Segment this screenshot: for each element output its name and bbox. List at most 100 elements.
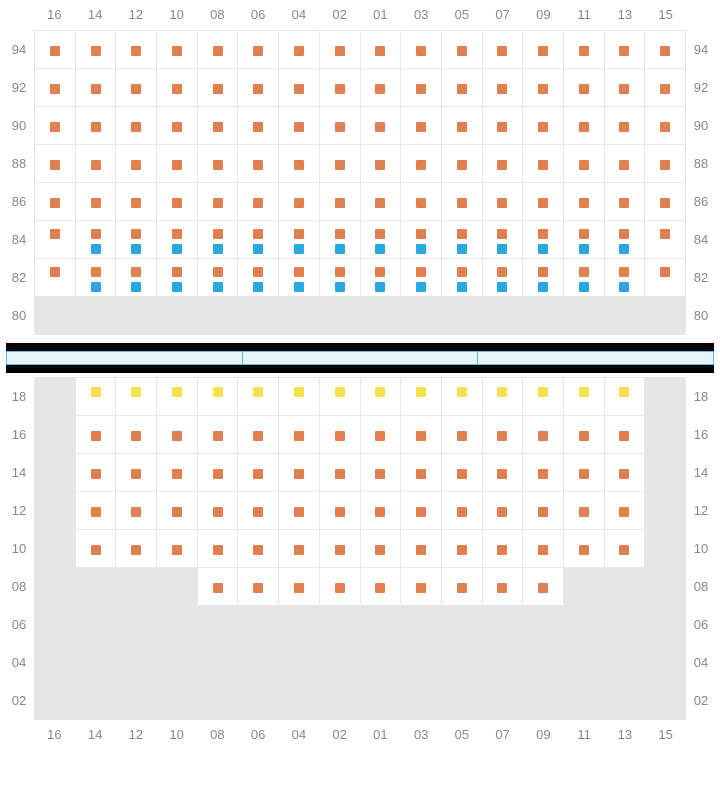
seat-marker[interactable] [213, 160, 223, 170]
seat-marker[interactable] [253, 198, 263, 208]
seat-marker[interactable] [579, 198, 589, 208]
seat-marker[interactable] [660, 122, 670, 132]
seat-marker[interactable] [497, 583, 507, 593]
seat-marker[interactable] [457, 229, 467, 239]
seat-marker[interactable] [213, 122, 223, 132]
seat-marker[interactable] [172, 84, 182, 94]
seat-marker[interactable] [335, 545, 345, 555]
seat-marker[interactable] [294, 229, 304, 239]
seat-marker[interactable] [457, 244, 467, 254]
seat-marker[interactable] [497, 387, 507, 397]
seat-marker[interactable] [213, 229, 223, 239]
seat-marker[interactable] [538, 244, 548, 254]
seat-marker[interactable] [91, 198, 101, 208]
seat-marker[interactable] [294, 387, 304, 397]
seat-marker[interactable] [497, 267, 507, 277]
seat-marker[interactable] [660, 229, 670, 239]
seat-marker[interactable] [131, 198, 141, 208]
seat-marker[interactable] [457, 160, 467, 170]
seat-marker[interactable] [213, 244, 223, 254]
seat-marker[interactable] [294, 431, 304, 441]
seat-marker[interactable] [579, 267, 589, 277]
seat-marker[interactable] [579, 160, 589, 170]
seat-marker[interactable] [579, 507, 589, 517]
seat-marker[interactable] [375, 431, 385, 441]
seat-marker[interactable] [335, 267, 345, 277]
seat-marker[interactable] [375, 282, 385, 292]
seat-marker[interactable] [538, 431, 548, 441]
seat-marker[interactable] [172, 122, 182, 132]
seat-marker[interactable] [335, 387, 345, 397]
seat-marker[interactable] [131, 469, 141, 479]
seat-marker[interactable] [213, 198, 223, 208]
seat-marker[interactable] [294, 583, 304, 593]
seat-marker[interactable] [416, 583, 426, 593]
seat-marker[interactable] [619, 282, 629, 292]
seat-marker[interactable] [375, 387, 385, 397]
seat-marker[interactable] [213, 387, 223, 397]
seat-marker[interactable] [172, 469, 182, 479]
seat-marker[interactable] [294, 244, 304, 254]
seat-marker[interactable] [213, 469, 223, 479]
seat-marker[interactable] [416, 507, 426, 517]
seat-marker[interactable] [91, 545, 101, 555]
seat-marker[interactable] [335, 229, 345, 239]
seat-marker[interactable] [375, 160, 385, 170]
seat-marker[interactable] [375, 267, 385, 277]
seat-marker[interactable] [579, 545, 589, 555]
seat-marker[interactable] [660, 46, 670, 56]
seat-marker[interactable] [660, 84, 670, 94]
seat-marker[interactable] [294, 469, 304, 479]
seat-marker[interactable] [253, 46, 263, 56]
seat-marker[interactable] [619, 267, 629, 277]
seat-marker[interactable] [172, 387, 182, 397]
seat-marker[interactable] [619, 507, 629, 517]
seat-marker[interactable] [416, 160, 426, 170]
seat-marker[interactable] [579, 431, 589, 441]
seat-marker[interactable] [375, 583, 385, 593]
seat-marker[interactable] [91, 122, 101, 132]
seat-marker[interactable] [416, 545, 426, 555]
seat-marker[interactable] [497, 469, 507, 479]
seat-marker[interactable] [335, 431, 345, 441]
seat-marker[interactable] [213, 282, 223, 292]
seat-marker[interactable] [457, 469, 467, 479]
seat-marker[interactable] [619, 387, 629, 397]
seat-marker[interactable] [172, 198, 182, 208]
seat-marker[interactable] [497, 545, 507, 555]
seat-marker[interactable] [416, 431, 426, 441]
seat-marker[interactable] [619, 244, 629, 254]
seat-marker[interactable] [538, 583, 548, 593]
seat-marker[interactable] [375, 46, 385, 56]
seat-marker[interactable] [457, 387, 467, 397]
seat-marker[interactable] [416, 84, 426, 94]
seat-marker[interactable] [172, 229, 182, 239]
seat-marker[interactable] [497, 431, 507, 441]
seat-marker[interactable] [579, 122, 589, 132]
seat-marker[interactable] [131, 545, 141, 555]
seat-marker[interactable] [375, 244, 385, 254]
seat-marker[interactable] [50, 198, 60, 208]
seat-marker[interactable] [335, 469, 345, 479]
seat-marker[interactable] [619, 122, 629, 132]
seat-marker[interactable] [579, 469, 589, 479]
seat-marker[interactable] [91, 84, 101, 94]
seat-marker[interactable] [253, 583, 263, 593]
seat-marker[interactable] [50, 267, 60, 277]
seat-marker[interactable] [131, 267, 141, 277]
seat-marker[interactable] [497, 198, 507, 208]
seat-marker[interactable] [91, 507, 101, 517]
seat-marker[interactable] [538, 84, 548, 94]
seat-marker[interactable] [91, 387, 101, 397]
seat-marker[interactable] [619, 84, 629, 94]
seat-marker[interactable] [497, 84, 507, 94]
seat-marker[interactable] [538, 507, 548, 517]
seat-marker[interactable] [294, 545, 304, 555]
seat-marker[interactable] [538, 229, 548, 239]
seat-marker[interactable] [457, 545, 467, 555]
seat-marker[interactable] [91, 431, 101, 441]
seat-marker[interactable] [457, 198, 467, 208]
seat-marker[interactable] [50, 122, 60, 132]
seat-marker[interactable] [579, 46, 589, 56]
seat-marker[interactable] [457, 84, 467, 94]
